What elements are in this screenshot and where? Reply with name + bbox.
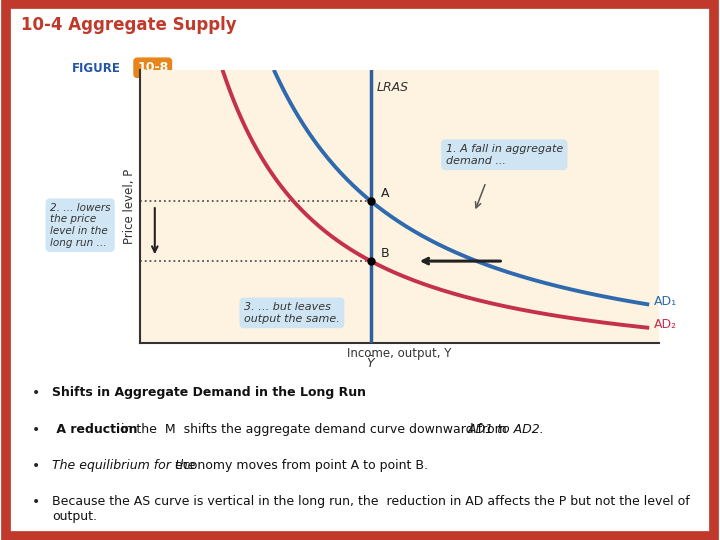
Text: AD1 to AD2.: AD1 to AD2. [467, 423, 544, 436]
Text: economy moves from point A to point B.: economy moves from point A to point B. [171, 459, 428, 472]
Text: Because the AS curve is vertical in the long run, the  reduction in AD affects t: Because the AS curve is vertical in the … [53, 495, 690, 523]
Text: 10-8: 10-8 [137, 61, 168, 74]
X-axis label: Income, output, Y: Income, output, Y [348, 347, 451, 360]
Text: •: • [32, 423, 40, 437]
Text: $\bar{Y}$: $\bar{Y}$ [366, 355, 376, 370]
Text: in the  M  shifts the aggregate demand curve downward from: in the M shifts the aggregate demand cur… [117, 423, 515, 436]
Text: B: B [381, 247, 390, 260]
Text: AD₁: AD₁ [654, 295, 678, 308]
Text: 2. … lowers
the price
level in the
long run …: 2. … lowers the price level in the long … [50, 203, 110, 247]
Text: A: A [381, 187, 390, 200]
Text: A reduction: A reduction [53, 423, 138, 436]
Text: •: • [32, 495, 40, 509]
Y-axis label: Price level, P: Price level, P [123, 169, 136, 244]
Text: Shifts in Aggregate Demand in the Long Run: Shifts in Aggregate Demand in the Long R… [53, 387, 366, 400]
Text: 1. A fall in aggregate
demand ...: 1. A fall in aggregate demand ... [446, 144, 563, 166]
Text: •: • [32, 387, 40, 400]
Text: 3. … but leaves
output the same.: 3. … but leaves output the same. [244, 302, 340, 323]
Text: •: • [32, 459, 40, 473]
Text: The equilibrium for the: The equilibrium for the [53, 459, 196, 472]
Text: LRAS: LRAS [377, 81, 408, 94]
Text: FIGURE: FIGURE [72, 62, 120, 75]
Text: AD₂: AD₂ [654, 319, 678, 332]
Text: 10-4 Aggregate Supply: 10-4 Aggregate Supply [22, 16, 237, 33]
